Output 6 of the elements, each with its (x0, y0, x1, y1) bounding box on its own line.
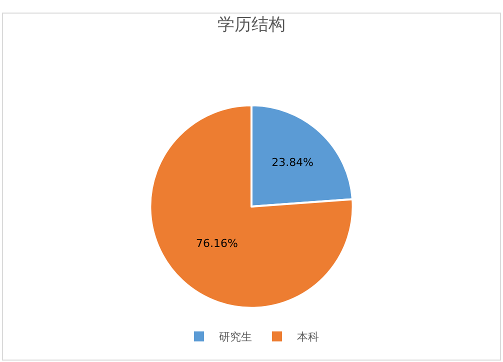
data-label: 76.16% (196, 237, 238, 250)
legend-label: 研究生 (219, 330, 252, 344)
data-label: 23.84% (272, 156, 314, 169)
legend-label: 本科 (297, 330, 319, 344)
pie-slice (149, 104, 354, 309)
chart-title: 学历结构 (218, 15, 286, 35)
